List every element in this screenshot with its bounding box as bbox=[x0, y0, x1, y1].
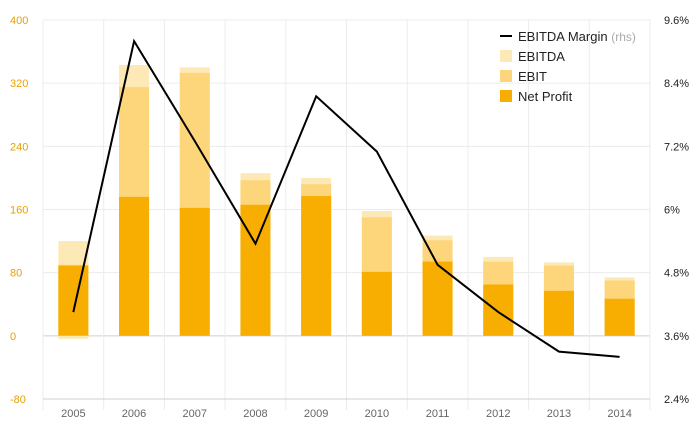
y-right-tick-label: 6% bbox=[664, 205, 680, 217]
y-left-tick-label: 160 bbox=[10, 205, 28, 217]
net-profit-bar bbox=[483, 284, 514, 336]
net-profit-bar bbox=[119, 196, 150, 336]
net-profit-bar bbox=[361, 271, 392, 336]
y-right-tick-label: 4.8% bbox=[664, 268, 689, 280]
net-profit-bar bbox=[301, 196, 332, 336]
bars bbox=[58, 65, 635, 339]
x-axis: 2005 2006 2007 2008 2009 2010 2011 2012 2013 2014 bbox=[43, 398, 650, 420]
legend-label-ebitda: EBITDA bbox=[518, 49, 565, 64]
right-axis: 2.4% 3.6% 4.8% 6% 7.2% 8.4% 9.6% bbox=[664, 15, 689, 406]
y-left-tick-label: -80 bbox=[10, 394, 26, 406]
y-right-tick-label: 2.4% bbox=[664, 394, 689, 406]
net-profit-bar bbox=[604, 298, 635, 336]
x-tick-label: 2014 bbox=[607, 408, 631, 420]
y-left-tick-label: 400 bbox=[10, 15, 28, 27]
ebitda-margin-line bbox=[72, 38, 620, 358]
legend-label-ebit: EBIT bbox=[518, 69, 547, 84]
x-tick-label: 2011 bbox=[426, 408, 450, 420]
net-profit-bar bbox=[179, 207, 210, 336]
net-profit-bar bbox=[543, 290, 574, 336]
y-right-tick-label: 3.6% bbox=[664, 331, 689, 343]
x-tick-label: 2006 bbox=[122, 408, 146, 420]
x-tick-label: 2010 bbox=[365, 408, 389, 420]
legend-label-text: EBITDA Margin bbox=[518, 29, 611, 44]
y-right-tick-label: 7.2% bbox=[664, 141, 689, 153]
y-left-tick-label: 0 bbox=[10, 331, 16, 343]
y-left-tick-label: 320 bbox=[10, 78, 28, 90]
legend-swatch-net-profit bbox=[500, 90, 512, 102]
margin-line bbox=[72, 38, 620, 358]
x-tick-label: 2012 bbox=[486, 408, 510, 420]
x-tick-label: 2009 bbox=[304, 408, 328, 420]
legend-label-suffix: (rhs) bbox=[611, 30, 636, 44]
net-profit-bar bbox=[422, 261, 453, 336]
ebitda-negative-bar bbox=[58, 335, 89, 339]
x-tick-label: 2008 bbox=[243, 408, 267, 420]
y-left-tick-label: 80 bbox=[10, 268, 22, 280]
x-tick-label: 2007 bbox=[183, 408, 207, 420]
x-tick-label: 2013 bbox=[547, 408, 571, 420]
y-right-tick-label: 8.4% bbox=[664, 78, 689, 90]
left-axis: -80 0 80 160 240 320 400 bbox=[10, 15, 28, 406]
net-profit-bar bbox=[58, 265, 89, 336]
legend-swatch-ebitda bbox=[500, 50, 512, 62]
legend-label-ebitda-margin: EBITDA Margin (rhs) bbox=[518, 29, 636, 44]
legend: EBITDA Margin (rhs) EBITDA EBIT Net Profit bbox=[500, 29, 636, 104]
legend-swatch-ebit bbox=[500, 70, 512, 82]
x-tick-label: 2005 bbox=[61, 408, 85, 420]
legend-label-net-profit: Net Profit bbox=[518, 89, 573, 104]
y-left-tick-label: 240 bbox=[10, 141, 28, 153]
y-right-tick-label: 9.6% bbox=[664, 15, 689, 27]
